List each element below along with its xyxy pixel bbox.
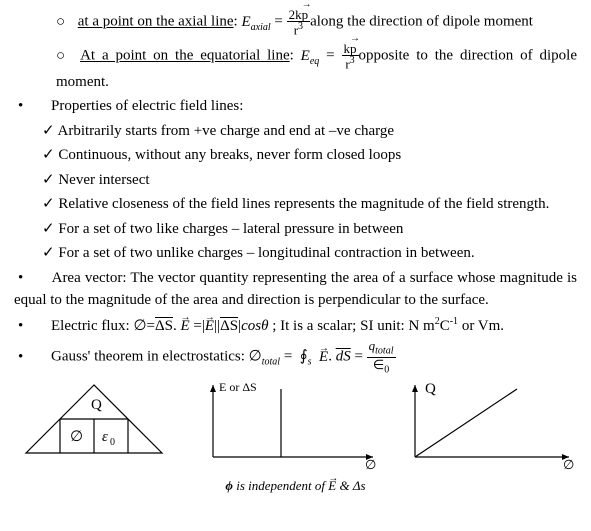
svg-text:∅: ∅ xyxy=(563,457,574,472)
prop-text: Properties of electric field lines: xyxy=(51,98,243,114)
check-4: ✓ Relative closeness of the field lines … xyxy=(14,193,577,216)
electric-flux: • Electric flux: ∅=ΔS. E =|E||ΔS|cosθ ; … xyxy=(14,314,577,338)
triangle-diagram: Q ∅ ε 0 xyxy=(14,379,174,474)
gauss-theorem: • Gauss' theorem in electrostatics: ∅tot… xyxy=(14,339,577,375)
properties-head: • Properties of electric field lines: xyxy=(14,95,577,118)
svg-text:ε: ε xyxy=(102,429,108,445)
axial-line: ○ at a point on the axial line: Eaxial =… xyxy=(14,8,577,36)
check-3: ✓ Never intersect xyxy=(14,169,577,192)
svg-text:Q: Q xyxy=(91,397,102,413)
check-1: ✓ Arbitrarily starts from +ve charge and… xyxy=(14,120,577,143)
eq-line: ○ At a point on the equatorial line: Eeq… xyxy=(14,42,577,93)
axial-after: along the direction of dipole moment xyxy=(310,14,533,30)
svg-text:∅: ∅ xyxy=(365,457,376,472)
check-2: ✓ Continuous, without any breaks, never … xyxy=(14,144,577,167)
caption: ϕ is independent of E & Δs xyxy=(14,476,577,496)
svg-text:∅: ∅ xyxy=(70,429,83,445)
bullet: ○ xyxy=(56,45,74,68)
eq-label: At a point on the equatorial line xyxy=(80,48,290,64)
middle-chart: E or ΔS ∅ xyxy=(191,379,381,474)
axial-label: at a point on the axial line xyxy=(78,14,234,30)
svg-text:E or ΔS: E or ΔS xyxy=(219,380,257,394)
svg-text:0: 0 xyxy=(110,437,115,448)
check-5: ✓ For a set of two like charges – latera… xyxy=(14,218,577,241)
right-chart: Q ∅ xyxy=(397,379,577,474)
charts-row: Q ∅ ε 0 E or ΔS ∅ Q ∅ xyxy=(14,379,577,474)
svg-text:Q: Q xyxy=(425,381,436,397)
check-6: ✓ For a set of two unlike charges – long… xyxy=(14,242,577,265)
area-vector: • Area vector: The vector quantity repre… xyxy=(14,267,577,312)
bullet: ○ xyxy=(56,11,74,34)
